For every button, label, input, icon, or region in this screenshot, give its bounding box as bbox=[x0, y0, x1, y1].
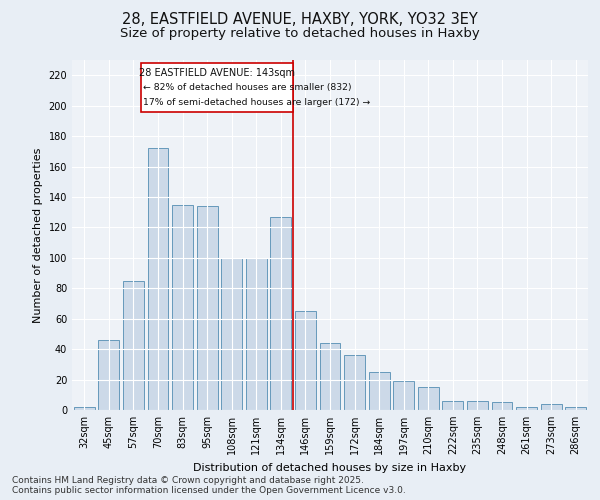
Text: Contains public sector information licensed under the Open Government Licence v3: Contains public sector information licen… bbox=[12, 486, 406, 495]
Bar bbox=[172, 204, 193, 410]
X-axis label: Distribution of detached houses by size in Haxby: Distribution of detached houses by size … bbox=[193, 462, 467, 472]
Bar bbox=[246, 258, 267, 410]
Text: Size of property relative to detached houses in Haxby: Size of property relative to detached ho… bbox=[120, 28, 480, 40]
Bar bbox=[271, 216, 292, 410]
Bar bbox=[74, 407, 95, 410]
Bar bbox=[393, 381, 414, 410]
Text: Contains HM Land Registry data © Crown copyright and database right 2025.: Contains HM Land Registry data © Crown c… bbox=[12, 476, 364, 485]
Bar bbox=[141, 63, 293, 112]
Y-axis label: Number of detached properties: Number of detached properties bbox=[33, 148, 43, 322]
Bar bbox=[295, 311, 316, 410]
Bar bbox=[197, 206, 218, 410]
Text: 17% of semi-detached houses are larger (172) →: 17% of semi-detached houses are larger (… bbox=[143, 98, 371, 107]
Bar bbox=[516, 407, 537, 410]
Bar bbox=[541, 404, 562, 410]
Bar bbox=[98, 340, 119, 410]
Bar bbox=[368, 372, 389, 410]
Text: 28, EASTFIELD AVENUE, HAXBY, YORK, YO32 3EY: 28, EASTFIELD AVENUE, HAXBY, YORK, YO32 … bbox=[122, 12, 478, 28]
Bar bbox=[123, 280, 144, 410]
Bar bbox=[320, 343, 340, 410]
Bar bbox=[221, 258, 242, 410]
Bar bbox=[442, 401, 463, 410]
Bar bbox=[148, 148, 169, 410]
Text: 28 EASTFIELD AVENUE: 143sqm: 28 EASTFIELD AVENUE: 143sqm bbox=[139, 68, 295, 78]
Bar bbox=[565, 407, 586, 410]
Bar bbox=[491, 402, 512, 410]
Text: ← 82% of detached houses are smaller (832): ← 82% of detached houses are smaller (83… bbox=[143, 83, 352, 92]
Bar bbox=[467, 401, 488, 410]
Bar bbox=[418, 387, 439, 410]
Bar bbox=[344, 355, 365, 410]
